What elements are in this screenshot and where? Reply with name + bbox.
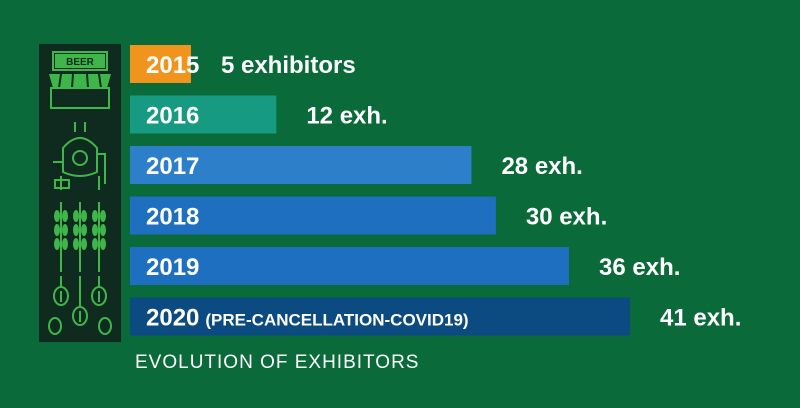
icon-sidebar: BEER bbox=[39, 44, 121, 342]
category-label-2015: 2015 bbox=[146, 52, 199, 79]
beer-sign-text: BEER bbox=[66, 57, 95, 68]
wheat-icon bbox=[54, 202, 106, 272]
bar-2017 bbox=[130, 146, 472, 184]
value-label-2015: 5 exhibitors bbox=[221, 52, 356, 79]
sidebar-illustration: BEER bbox=[48, 51, 112, 335]
category-note-2020: (PRE-CANCELLATION-COVID19) bbox=[205, 311, 468, 330]
bar-2020 bbox=[130, 297, 630, 336]
value-label-2019: 36 exh. bbox=[599, 254, 680, 281]
bar-2016 bbox=[130, 95, 277, 134]
bar-2015 bbox=[130, 45, 191, 83]
category-label-2017: 2017 bbox=[146, 153, 199, 180]
bar-2019 bbox=[130, 247, 570, 285]
category-label-2019: 2019 bbox=[146, 254, 199, 281]
category-label-2018: 2018 bbox=[146, 204, 199, 231]
beer-shop-icon: BEER bbox=[49, 51, 111, 109]
value-label-2016: 12 exh. bbox=[306, 103, 387, 130]
brewing-kettle-icon bbox=[53, 122, 106, 190]
chart-caption: EVOLUTION OF EXHIBITORS bbox=[135, 352, 420, 373]
bar-2018 bbox=[130, 196, 496, 235]
value-label-2017: 28 exh. bbox=[501, 153, 582, 180]
category-label-2016: 2016 bbox=[146, 103, 199, 130]
value-label-2020: 41 exh. bbox=[660, 305, 741, 332]
hops-icon bbox=[48, 276, 112, 335]
value-label-2018: 30 exh. bbox=[526, 204, 607, 231]
